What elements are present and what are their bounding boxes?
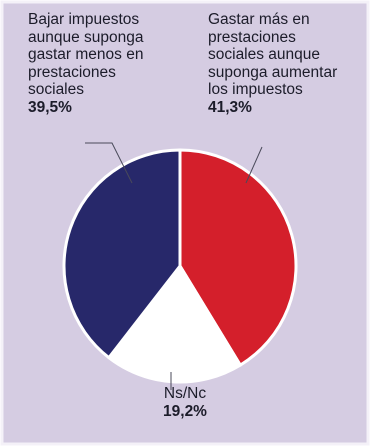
slice-label-nsnc: Ns/Nc 19,2% (0, 385, 370, 420)
leader-line-lower (85, 142, 133, 184)
slice-value-raise-taxes: 41,3% (208, 98, 252, 116)
slice-value-lower-taxes: 39,5% (28, 98, 72, 116)
slice-label-lower-taxes-text: Bajar impuestos aunque suponga gastar me… (28, 11, 144, 98)
pie-slice-nsnc (107, 264, 242, 384)
slice-value-nsnc: 19,2% (163, 402, 207, 420)
slice-label-raise-taxes-text: Gastar más en prestaciones sociales aunq… (208, 11, 338, 98)
pie-slice-lower (62, 148, 182, 360)
slice-label-lower-taxes: Bajar impuestos aunque suponga gastar me… (28, 11, 178, 116)
slice-label-raise-taxes: Gastar más en prestaciones sociales aunq… (208, 11, 368, 116)
slice-label-nsnc-text: Ns/Nc (163, 385, 207, 402)
leader-line-raise (245, 146, 263, 184)
